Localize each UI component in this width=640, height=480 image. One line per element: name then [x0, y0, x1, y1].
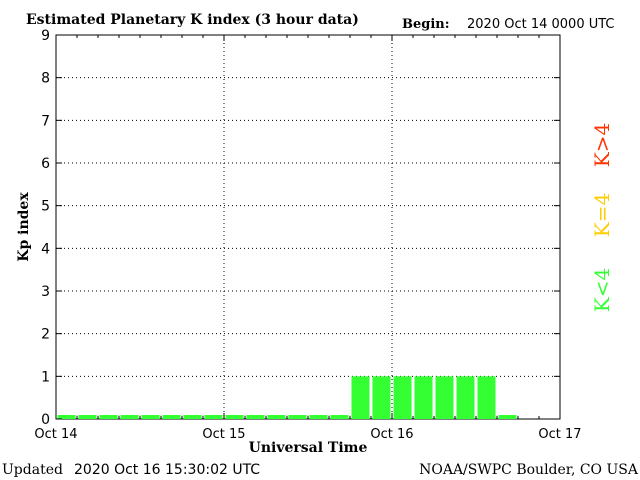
grid	[56, 35, 560, 419]
kp-bar	[99, 415, 118, 419]
y-axis: 0 1 2 3 4 5 6 7 8 9	[41, 28, 560, 428]
kp-bar	[435, 376, 454, 419]
kp-bar	[309, 415, 328, 419]
x-tick-label: Oct 16	[370, 427, 413, 442]
y-tick-label: 5	[41, 199, 50, 215]
kp-bar	[288, 415, 307, 419]
y-tick-label: 0	[41, 412, 50, 428]
kp-bar	[183, 415, 202, 419]
source-credit: NOAA/SWPC Boulder, CO USA	[419, 462, 639, 478]
begin-label: Begin:	[402, 17, 450, 32]
legend: K>4 K=4 K<4	[590, 123, 614, 312]
y-tick-label: 6	[41, 156, 50, 172]
kp-bar	[120, 415, 139, 419]
legend-item: K=4	[590, 193, 614, 237]
kp-bar	[78, 415, 97, 419]
kp-bar	[225, 415, 244, 419]
y-tick-label: 9	[41, 28, 50, 44]
kp-bar	[267, 415, 286, 419]
kp-bar	[57, 415, 76, 419]
bars	[57, 376, 517, 419]
updated-value: 2020 Oct 16 15:30:02 UTC	[74, 462, 260, 478]
y-tick-label: 1	[41, 369, 50, 385]
y-axis-label: Kp index	[16, 192, 32, 262]
x-axis: Oct 14 Oct 15 Oct 16 Oct 17	[34, 35, 582, 442]
kp-bar	[246, 415, 265, 419]
kp-bar	[414, 376, 433, 419]
updated-label: Updated	[2, 462, 63, 478]
plot-area	[55, 34, 561, 420]
x-tick-label: Oct 17	[538, 427, 581, 442]
y-tick-label: 3	[41, 284, 50, 300]
kp-bar	[351, 376, 370, 419]
kp-bar	[204, 415, 223, 419]
kp-bar	[456, 376, 475, 419]
y-tick-label: 7	[41, 113, 50, 129]
x-tick-label: Oct 14	[34, 427, 77, 442]
kp-bar	[162, 415, 181, 419]
y-tick-label: 8	[41, 71, 50, 87]
legend-item: K>4	[590, 123, 614, 167]
kp-bar	[372, 376, 391, 419]
kp-bar	[498, 415, 517, 419]
chart-title: Estimated Planetary K index (3 hour data…	[26, 12, 359, 28]
kp-bar	[141, 415, 160, 419]
x-axis-label: Universal Time	[249, 440, 368, 456]
y-tick-label: 4	[41, 241, 50, 257]
y-tick-label: 2	[41, 327, 50, 343]
kp-bar	[477, 376, 496, 419]
begin-value: 2020 Oct 14 0000 UTC	[467, 17, 615, 32]
x-tick-label: Oct 15	[202, 427, 245, 442]
kp-bar	[330, 415, 349, 419]
kp-bar	[393, 376, 412, 419]
legend-item: K<4	[590, 268, 614, 312]
